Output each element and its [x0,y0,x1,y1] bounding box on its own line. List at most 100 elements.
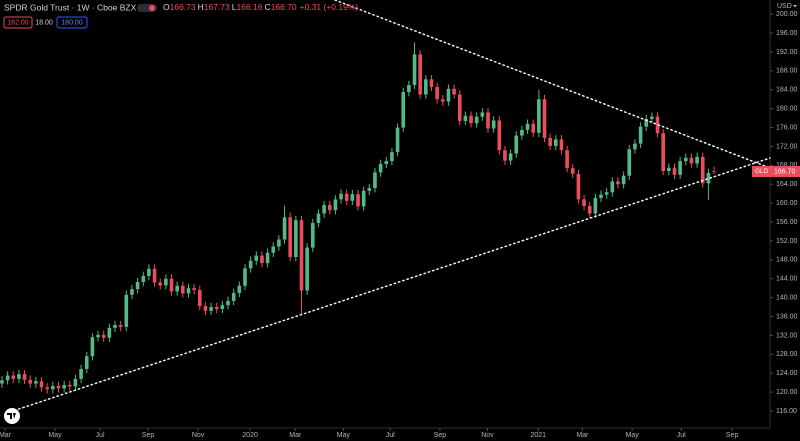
x-tick-label: Jul [96,432,105,439]
candle-body [554,139,558,146]
candle-body [73,378,78,387]
low-letter: L [232,2,237,12]
x-tick-label: May [48,432,62,439]
candle-body [164,278,168,286]
candle-body [667,167,671,172]
input-value[interactable]: 18.00 [35,19,53,26]
candle-body [616,181,620,185]
input-value[interactable]: 180.00 [61,19,83,26]
y-tick-label: 116.00 [776,408,797,415]
candle-body [633,143,637,150]
candle-body [130,289,134,295]
lower-trendline[interactable] [9,157,771,413]
candle-body [299,220,304,291]
candle-body [265,252,270,264]
y-tick-label: 172.00 [776,143,798,150]
candle-body [520,129,524,136]
candle-body [582,199,586,206]
candle-body [147,268,151,276]
x-tick-label: Mar [289,432,302,439]
candle-body [610,181,615,193]
candle-body [384,161,389,164]
y-tick-label: 164.00 [776,181,798,188]
close-letter: C [265,2,271,12]
candle-body [220,305,225,309]
candle-body [254,255,259,261]
candle-body [56,385,61,389]
candle-body [672,167,677,175]
x-tick-label: Sep [142,432,155,439]
candle-body [310,222,315,248]
x-tick-label: Sep [726,432,739,439]
candle-body [5,375,10,381]
candle-body [689,157,694,164]
currency-caret [793,5,797,8]
candle-body [135,282,140,290]
candle-body [84,356,89,369]
input-box[interactable] [56,16,88,29]
candle-body [373,172,377,189]
candle-body [34,381,38,384]
high-letter: H [198,2,204,12]
input-value[interactable]: 162.00 [7,19,29,26]
candle-body [118,325,123,327]
candle-body [486,112,490,129]
candle-body [497,120,502,151]
candle-body [214,307,219,309]
candle-body [169,278,174,292]
candle-body [101,334,106,338]
candle-body [401,92,406,128]
y-tick-label: 132.00 [776,332,798,339]
candle-body [192,288,196,291]
candle-body [514,135,519,154]
candle-body [559,139,564,151]
last-price-box [752,165,800,177]
change: +0.31 (+0.19%) [300,2,359,12]
candle-body [531,123,536,133]
candle-body [124,294,129,327]
candle-body [158,282,163,286]
candle-body [17,374,21,379]
candle-body [644,119,649,127]
last-price-ticker: GLD [755,168,769,175]
candle-body [339,193,343,200]
candle-body [525,123,530,130]
candle-body [79,368,83,379]
candle-body [22,374,27,380]
candle-body [570,168,575,174]
candle-body [599,194,603,198]
candle-body [655,116,660,134]
candle-body [186,288,191,294]
candle-body [209,307,213,311]
candle-body [67,385,72,387]
x-tick-label: Mar [0,432,12,439]
open-value: 166.73 [170,2,196,12]
candle-body [90,337,95,357]
candle-body [367,188,372,191]
candle-body [548,137,552,146]
candle-body [11,375,16,379]
candle-body [305,247,309,291]
currency[interactable]: USD [777,3,792,10]
y-tick-label: 180.00 [776,105,798,112]
close-value: 166.70 [271,2,297,12]
candle-body [356,194,360,207]
last-price-label: 166.70 [774,168,796,175]
y-tick-label: 124.00 [776,370,798,377]
candle-body [277,239,281,247]
y-tick-label: 120.00 [776,389,798,396]
upper-trendline[interactable] [334,0,771,169]
input-box[interactable] [3,16,33,29]
high-value: 167.73 [204,2,230,12]
candle-body [429,79,434,87]
candle-body [344,193,349,201]
candle-body [457,94,462,121]
candle-body [237,285,242,293]
y-tick-label: 148.00 [776,257,798,264]
y-tick-label: 188.00 [776,68,798,75]
candle-body [152,268,157,283]
candle-body [587,205,592,214]
candle-body [695,156,699,164]
candle-body [474,116,479,124]
candle-body [378,163,383,173]
